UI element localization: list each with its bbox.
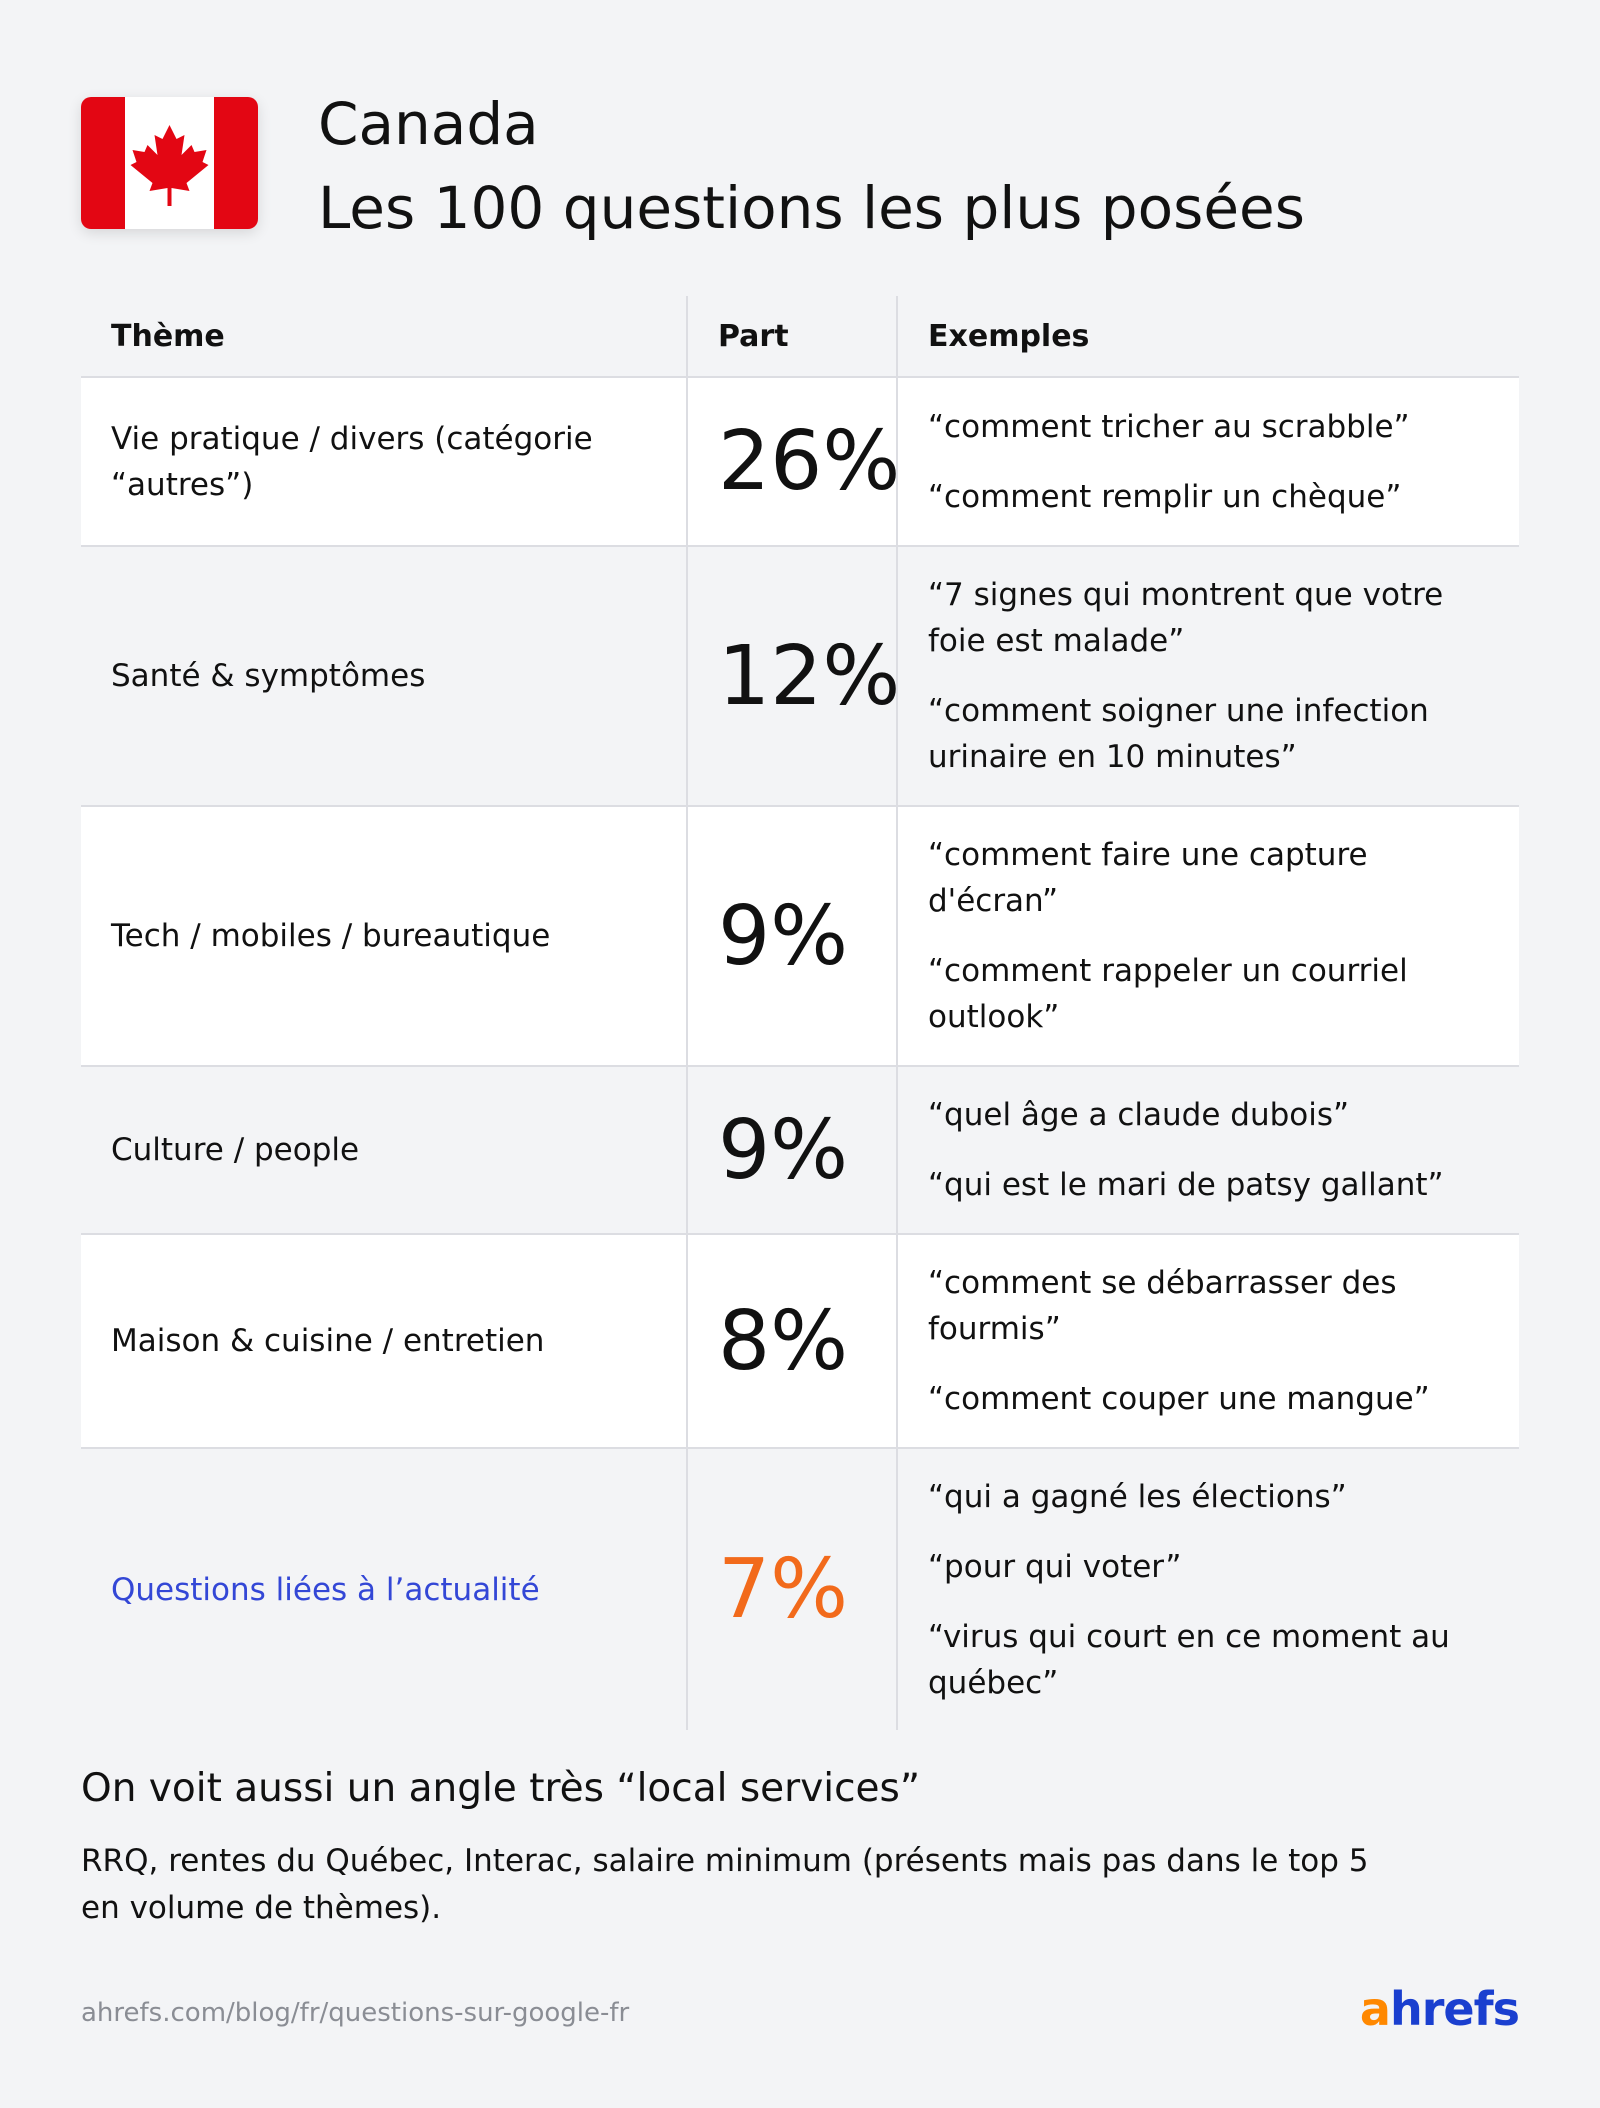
example: “comment se débarrasser des fourmis”: [928, 1265, 1397, 1347]
examples-cell: “qui a gagné les élections” “pour qui vot…: [898, 1449, 1519, 1730]
table-row: Questions liées à l’actualité 7% “qui a ga…: [81, 1449, 1519, 1730]
example: “comment tricher au scrabble”: [928, 408, 1410, 445]
share-cell: 26%: [688, 378, 901, 545]
example: “comment couper une mangue”: [928, 1381, 1430, 1417]
theme-cell: Culture / people: [81, 1067, 688, 1233]
theme-cell: Maison & cuisine / entretien: [81, 1235, 688, 1447]
examples-cell: “quel âge a claude dubois” “qui est le ma…: [898, 1067, 1519, 1233]
share: 12%: [718, 628, 901, 724]
flag: [81, 97, 258, 229]
share-cell: 9%: [688, 1067, 898, 1233]
column-header: Exemples: [928, 318, 1090, 354]
source-url: ahrefs.com/blog/fr/questions-sur-google-…: [81, 1998, 630, 2028]
table: Thème Part Exemples Vie pratique / diver…: [81, 296, 1519, 1730]
table-row: Culture / people 9% “quel âge a claude dub…: [81, 1067, 1519, 1235]
theme: Questions liées à l’actualité: [111, 1571, 540, 1608]
theme-cell: Tech / mobiles / bureautique: [81, 807, 688, 1065]
theme-cell: Questions liées à l’actualité: [81, 1449, 688, 1730]
table-row: Tech / mobiles / bureautique 9% “comment f…: [81, 807, 1519, 1067]
examples-cell: “7 signes qui montrent que votre foie es…: [898, 547, 1519, 805]
note-text: RRQ, rentes du Québec, Interac, salaire …: [81, 1843, 1369, 1926]
share-cell: 8%: [688, 1235, 898, 1447]
note-title: On voit aussi un angle très “local servi…: [81, 1766, 921, 1811]
examples-cell: “comment faire une capture d'écran” “comm…: [898, 807, 1519, 1065]
share-cell: 7%: [688, 1449, 898, 1730]
example: “qui est le mari de patsy gallant”: [928, 1167, 1444, 1203]
share-cell: 12%: [688, 547, 901, 805]
column-header: Part: [688, 296, 898, 376]
logo: ahrefs: [1359, 1982, 1520, 2036]
table-row: Santé & symptômes 12% “7 signes qui montre…: [81, 547, 1519, 807]
table-row: Vie pratique / divers (catégorie “autres…: [81, 378, 1519, 547]
theme-cell: Santé & symptômes: [81, 547, 688, 805]
share: 9%: [718, 1102, 849, 1198]
example: “comment soigner une infection urinaire …: [928, 693, 1429, 775]
example: “comment rappeler un courriel outlook”: [928, 953, 1408, 1035]
examples-cell: “comment tricher au scrabble” “comment re…: [898, 378, 1519, 545]
table-row: Maison & cuisine / entretien 8% “comment s…: [81, 1235, 1519, 1449]
share-cell: 9%: [688, 807, 898, 1065]
theme: Tech / mobiles / bureautique: [111, 918, 551, 954]
theme: Santé & symptômes: [111, 658, 426, 694]
share: 7%: [718, 1542, 849, 1637]
theme: Maison & cuisine / entretien: [111, 1323, 545, 1359]
example: “pour qui voter”: [928, 1548, 1182, 1585]
examples-cell: “comment se débarrasser des fourmis” “com…: [898, 1235, 1519, 1447]
example: “7 signes qui montrent que votre foie es…: [928, 577, 1444, 659]
theme-cell: Vie pratique / divers (catégorie “autres…: [81, 378, 688, 545]
example: “quel âge a claude dubois”: [928, 1097, 1350, 1133]
example: “comment remplir un chèque”: [928, 478, 1402, 515]
header-row: Thème Part Exemples: [81, 296, 1519, 378]
share: 8%: [718, 1293, 849, 1389]
theme: Vie pratique / divers (catégorie “autres…: [111, 420, 593, 503]
share: 9%: [718, 888, 849, 984]
heading: Les 100 questions les plus posées: [318, 174, 1305, 242]
column-header: Thème: [81, 296, 688, 376]
theme: Culture / people: [111, 1132, 360, 1168]
country: Canada: [318, 90, 539, 158]
title: Canada Les 100 questions les plus posées: [318, 82, 1305, 250]
example: “comment faire une capture d'écran”: [928, 837, 1368, 919]
example: “virus qui court en ce moment au québec”: [928, 1618, 1450, 1701]
flag-graphic: [81, 97, 258, 229]
share: 26%: [718, 414, 901, 509]
example: “qui a gagné les élections”: [928, 1478, 1347, 1515]
